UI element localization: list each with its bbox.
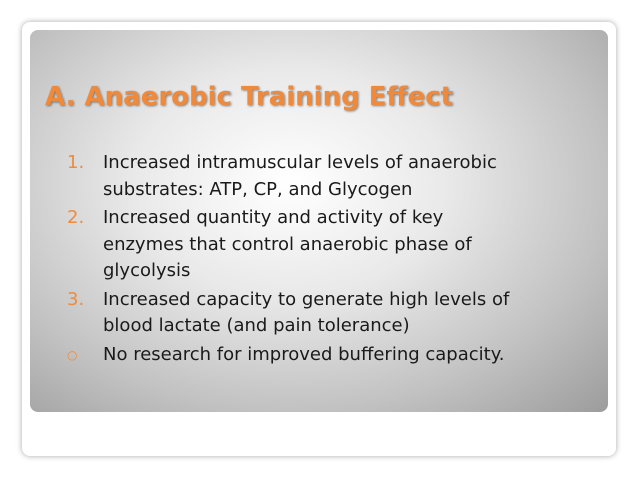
item-marker: 2. [67,207,85,228]
item-text: blood lactate (and pain tolerance) [103,315,410,336]
slide-card: A. Anaerobic Training Effect 1. Increased… [22,22,616,456]
item-text: No research for improved buffering capac… [103,343,505,365]
list-item: 1. Increased intramuscular levels of anae… [67,150,597,203]
item-text: Increased intramuscular levels of anaero… [103,152,497,173]
item-text: substrates: ATP, CP, and Glycogen [103,178,413,200]
item-text: Increased quantity and activity of key [103,207,444,228]
list-item: ○ No research for improved buffering capa… [67,342,597,369]
slide-title: A. Anaerobic Training Effect [45,82,454,112]
list-item: 2. Increased quantity and activity of key… [67,205,597,285]
list-item: 3. Increased capacity to generate high le… [67,287,597,340]
item-text: Increased capacity to generate high leve… [103,288,510,310]
item-marker: 3. [67,288,85,310]
bullet-list: 1. Increased intramuscular levels of anae… [67,150,597,370]
item-text: glycolysis [103,260,191,281]
slide-panel: A. Anaerobic Training Effect 1. Increased… [30,30,608,412]
item-marker: 1. [67,152,85,173]
item-marker: ○ [67,347,78,362]
item-text: enzymes that control anaerobic phase of [103,233,472,255]
